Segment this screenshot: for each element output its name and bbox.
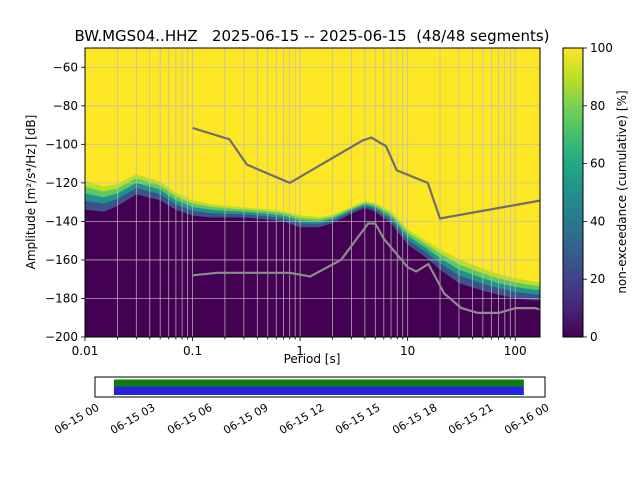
x-tick-label: 1 xyxy=(296,344,304,358)
colorbar-tick-label: 40 xyxy=(590,214,605,228)
y-tick-label: −100 xyxy=(45,137,78,151)
y-tick-label: −60 xyxy=(53,60,78,74)
colorbar-tick-label: 100 xyxy=(590,41,613,55)
x-tick-label: 0.1 xyxy=(183,344,202,358)
plot-border xyxy=(84,47,541,338)
y-tick-label: −160 xyxy=(45,253,78,267)
colorbar xyxy=(562,47,584,338)
x-tick-label: 100 xyxy=(504,344,527,358)
y-tick-label: −180 xyxy=(45,291,78,305)
y-axis-label: Amplitude [m²/s⁴/Hz] [dB] xyxy=(24,114,38,270)
colorbar-tick-label: 60 xyxy=(590,157,605,171)
coverage-bar-blue xyxy=(113,386,524,395)
high-noise-model-line xyxy=(192,126,540,220)
colorbar-tick-label: 20 xyxy=(590,272,605,286)
ppsd-density-field xyxy=(85,48,540,337)
y-tick-label: −120 xyxy=(45,176,78,190)
colorbar-tick-label: 0 xyxy=(590,330,598,344)
x-tick-label: 0.01 xyxy=(72,344,99,358)
colorbar-label: non-exceedance (cumulative) [%] xyxy=(615,90,629,294)
coverage-bar-green xyxy=(113,379,524,387)
y-tick-label: −200 xyxy=(45,330,78,344)
x-axis-label: Period [s] xyxy=(283,352,341,366)
low-noise-model-line xyxy=(192,222,540,314)
plot-title: BW.MGS04..HHZ 2025-06-15 -- 2025-06-15 (… xyxy=(74,27,550,45)
colorbar-tick-label: 80 xyxy=(590,99,605,113)
y-tick-label: −80 xyxy=(53,99,78,113)
y-tick-label: −140 xyxy=(45,214,78,228)
x-tick-label: 10 xyxy=(400,344,415,358)
